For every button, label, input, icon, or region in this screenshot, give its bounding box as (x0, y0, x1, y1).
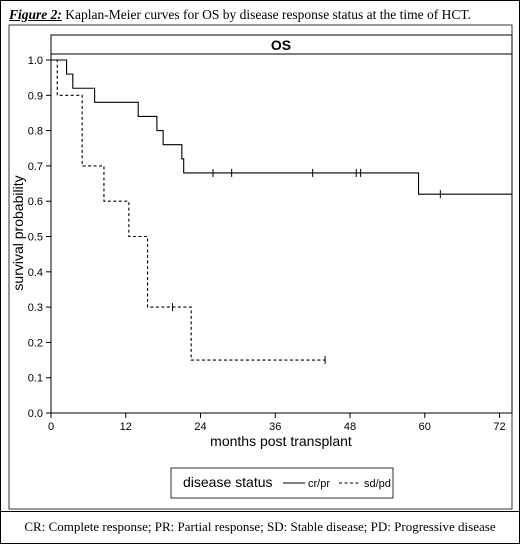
chart-title: OS (271, 37, 291, 53)
x-tick-label: 24 (194, 421, 206, 433)
survival-curves (51, 59, 512, 365)
x-tick-label: 48 (344, 421, 356, 433)
x-tick-label: 36 (269, 421, 281, 433)
x-axis-ticks: 0 12 24 36 48 60 72 (48, 413, 506, 433)
y-tick-label: 0.1 (28, 373, 43, 385)
y-tick-label: 0.7 (28, 161, 43, 173)
survival-curve-sd-pd (51, 59, 326, 361)
figure-label: Figure 2: (9, 7, 62, 22)
x-tick-label: 60 (419, 421, 431, 433)
figure-footnote: CR: Complete response; PR: Partial respo… (24, 519, 496, 534)
legend-label-sd-pd: sd/pd (364, 478, 391, 490)
x-tick-label: 12 (120, 421, 132, 433)
y-tick-label: 0.3 (28, 302, 43, 314)
plot-area (50, 53, 513, 414)
x-axis-label: months post transplant (210, 433, 352, 449)
y-tick-label: 0.9 (28, 90, 43, 102)
legend-label-cr-pr: cr/pr (308, 478, 330, 490)
y-tick-label: 0.2 (28, 337, 43, 349)
legend-title: disease status (183, 474, 273, 490)
y-tick-label: 0.4 (28, 267, 43, 279)
y-tick-label: 0.6 (28, 196, 43, 208)
y-tick-label: 0.0 (28, 408, 43, 420)
y-tick-label: 0.8 (28, 126, 43, 138)
survival-curve-cr-pr (51, 59, 512, 195)
km-chart: OS 0.0 0.1 0.2 0.3 0.4 0.5 0.6 0.7 0.8 0.9 1.0 0 12… (8, 24, 513, 510)
y-tick-label: 0.5 (28, 232, 43, 244)
x-tick-label: 0 (48, 421, 54, 433)
y-axis-label: survival probability (10, 175, 26, 290)
figure-caption: Figure 2: Kaplan-Meier curves for OS by … (9, 7, 513, 23)
figure-caption-text: Kaplan-Meier curves for OS by disease re… (61, 7, 472, 22)
y-axis-ticks: 0.0 0.1 0.2 0.3 0.4 0.5 0.6 0.7 0.8 0.9 1.0 (28, 55, 51, 420)
x-tick-label: 72 (493, 421, 505, 433)
legend-items: cr/pr sd/pd (283, 478, 391, 490)
y-tick-label: 1.0 (28, 55, 43, 67)
footer-divider (1, 511, 519, 512)
